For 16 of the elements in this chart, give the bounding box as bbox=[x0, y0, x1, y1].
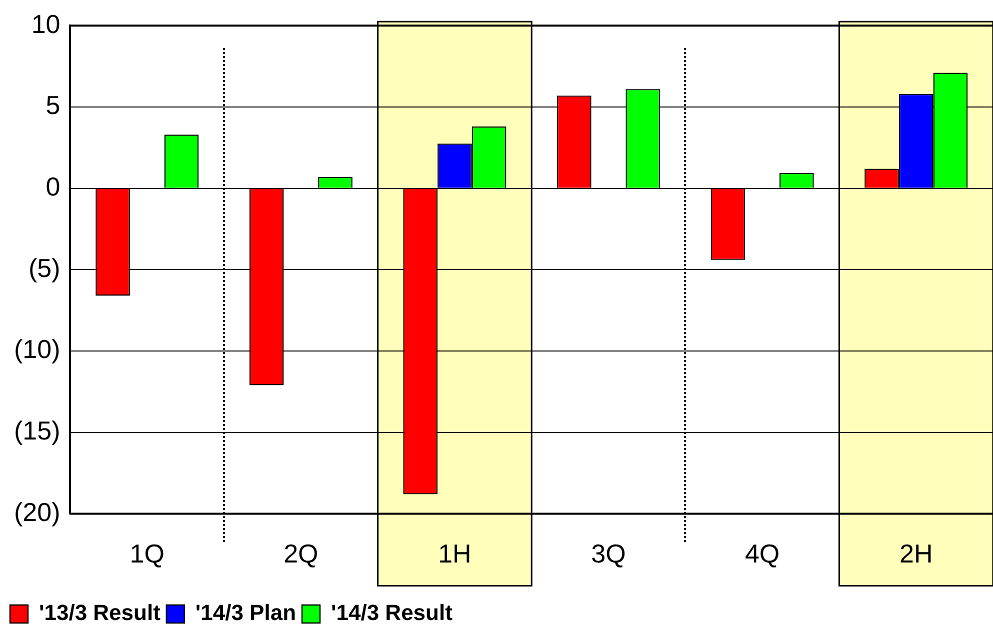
y-tick-label: (10) bbox=[14, 334, 60, 364]
y-tick-label: 5 bbox=[46, 90, 60, 120]
x-tick-label: 1Q bbox=[130, 538, 164, 569]
legend-label: '14/3 Result bbox=[331, 600, 454, 626]
legend-label: '14/3 Plan bbox=[195, 600, 296, 626]
x-tick-label: 2H bbox=[899, 538, 933, 569]
x-tick-label: 2Q bbox=[284, 538, 318, 569]
x-tick-label: 4Q bbox=[744, 538, 780, 569]
x-tick-label: 3Q bbox=[591, 538, 626, 569]
y-tick-label: (5) bbox=[28, 252, 60, 283]
y-tick-label: (20) bbox=[14, 496, 60, 527]
y-tick-label: 0 bbox=[46, 172, 60, 202]
x-tick-label: 1H bbox=[438, 538, 472, 569]
y-tick-label: 10 bbox=[31, 8, 60, 39]
y-tick-label: (15) bbox=[14, 416, 60, 446]
legend-label: '13/3 Result bbox=[39, 600, 162, 626]
